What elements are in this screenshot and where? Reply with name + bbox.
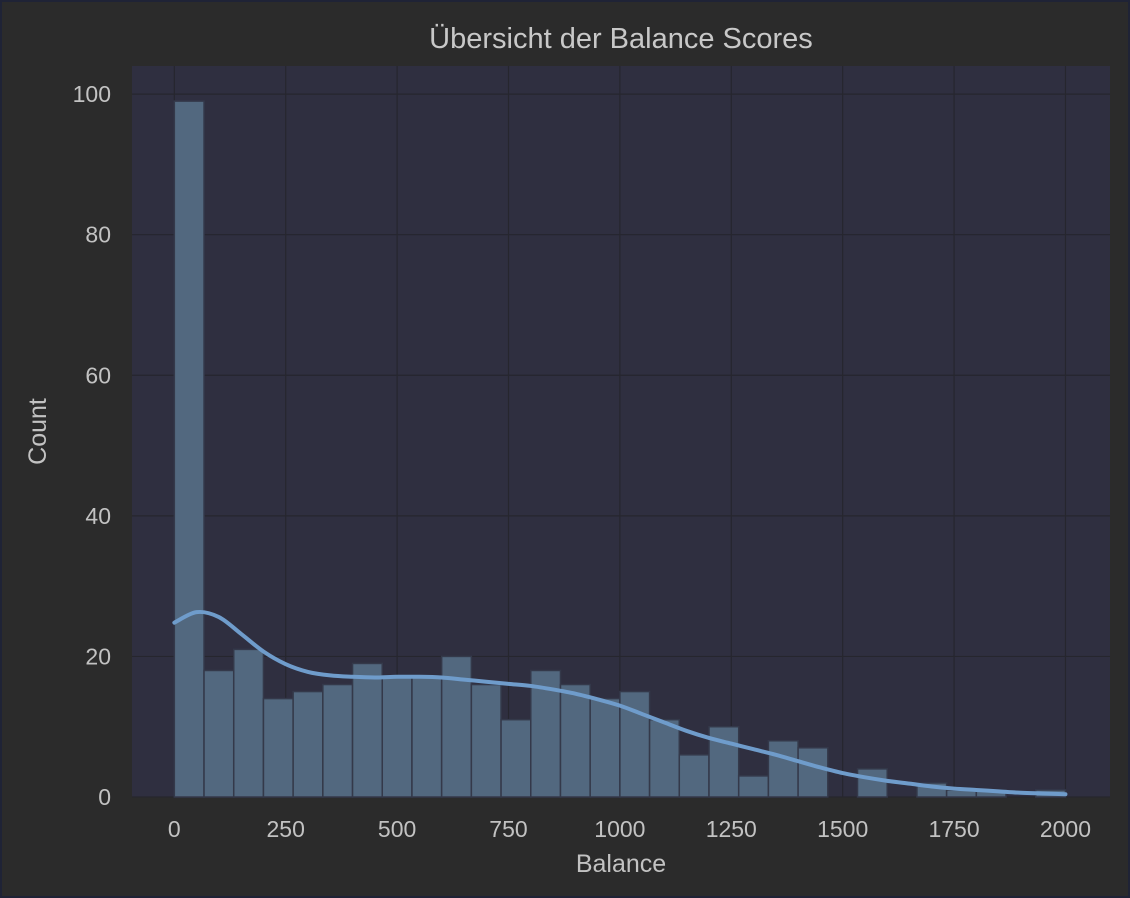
histogram-bar	[232, 648, 265, 798]
y-tick-labels: 0 20 40 60 80 100	[73, 81, 111, 810]
kde-curve	[172, 609, 1068, 797]
histogram-bar	[589, 697, 621, 798]
x-tick-label: 250	[267, 816, 305, 842]
histogram-bar	[678, 754, 710, 798]
histogram-bar	[292, 690, 324, 798]
histogram-bar	[856, 768, 888, 798]
y-tick-label: 20	[85, 643, 111, 669]
histogram-bar	[262, 697, 294, 798]
chart-title: Übersicht der Balance Scores	[429, 23, 813, 55]
y-tick-label: 80	[85, 222, 111, 248]
histogram-bar	[381, 676, 413, 798]
y-tick-label: 100	[73, 81, 111, 107]
histogram-bars	[173, 100, 1067, 798]
histogram-bar	[322, 683, 354, 798]
histogram-bar	[500, 718, 532, 798]
x-tick-label: 750	[489, 816, 527, 842]
x-tick-label: 2000	[1040, 816, 1091, 842]
x-tick-labels: 0 250 500 750 1000 1250 1500 1750 2000	[168, 816, 1091, 842]
kde-curve-layer	[172, 609, 1068, 797]
plot-area	[132, 66, 1110, 797]
x-tick-label: 0	[168, 816, 181, 842]
histogram-bar	[767, 740, 799, 798]
y-tick-label: 60	[85, 362, 111, 388]
histogram-bar	[411, 676, 443, 798]
histogram-bar	[648, 718, 681, 798]
y-tick-label: 40	[85, 503, 111, 529]
histogram-bar	[203, 669, 235, 798]
x-tick-label: 1250	[706, 816, 757, 842]
histogram-bar	[737, 775, 770, 798]
y-tick-label: 0	[98, 784, 111, 810]
x-tick-label: 1500	[817, 816, 868, 842]
x-tick-label: 1750	[928, 816, 979, 842]
histogram-bar	[470, 683, 502, 798]
x-tick-label: 1000	[594, 816, 645, 842]
y-axis-label: Count	[24, 398, 52, 465]
x-axis-label: Balance	[576, 850, 666, 878]
histogram-bar	[797, 747, 829, 798]
histogram-bar	[351, 662, 384, 798]
histogram-bar	[173, 100, 205, 798]
x-tick-label: 500	[378, 816, 416, 842]
histogram-bar	[559, 683, 591, 798]
grid-lines	[132, 66, 1110, 798]
